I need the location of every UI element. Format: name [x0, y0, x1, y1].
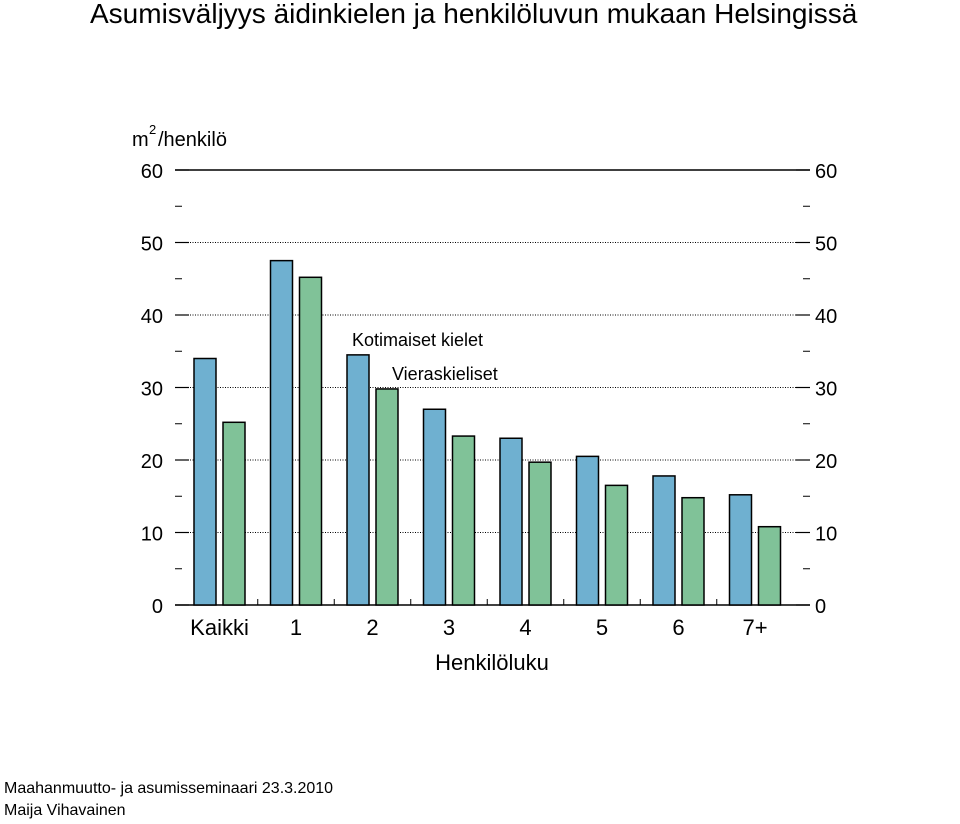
legend-vieraskieliset: Vieraskieliset: [392, 364, 498, 384]
footer-author: Maija Vihavainen: [4, 802, 126, 819]
bar-vieraskieliset-0: [222, 421, 246, 606]
y-tick-label-right: 50: [815, 234, 837, 256]
bar-kotimaiset-0: [193, 357, 217, 606]
bar-kotimaiset-7: [728, 494, 753, 606]
x-tick-label: 2: [366, 615, 378, 640]
y-axis-label-suffix: /henkilö: [158, 129, 227, 151]
x-tick-label: 4: [519, 615, 531, 640]
page-title: Asumisväljyys äidinkielen ja henkilöluvu…: [90, 0, 858, 29]
x-tick-label: 5: [596, 615, 608, 640]
bar-kotimaiset-4: [499, 437, 523, 606]
y-tick-label-left: 60: [141, 161, 163, 183]
y-tick-label-right: 60: [815, 161, 837, 183]
y-tick-label-right: 20: [815, 451, 837, 473]
chart-text: 0 0 10 10 20 20 30 30 40 40 50 50 60 60 Kaikki 1 2 3 4 5 6 7+…: [132, 122, 837, 675]
bar-vieraskieliset-6: [681, 496, 705, 606]
bar-kotimaiset-2: [346, 354, 370, 606]
bar-vieraskieliset-1: [298, 276, 323, 606]
y-tick-label-right: 10: [815, 524, 837, 546]
y-axis-label: m: [132, 129, 149, 151]
bar-kotimaiset-6: [652, 475, 676, 606]
bar-vieraskieliset-4: [528, 461, 552, 606]
bar-kotimaiset-5: [575, 455, 600, 606]
bar-kotimaiset-3: [422, 408, 447, 606]
footer-event: Maahanmuutto- ja asumisseminaari 23.3.20…: [4, 780, 334, 797]
y-tick-label-right: 40: [815, 306, 837, 328]
bar-vieraskieliset-5: [604, 484, 629, 606]
legend-kotimaiset-kielet: Kotimaiset kielet: [352, 330, 483, 350]
bar-vieraskieliset-7: [757, 525, 782, 606]
y-tick-label-left: 30: [141, 379, 163, 401]
x-axis-label: Henkilöluku: [435, 650, 549, 675]
x-tick-label: 1: [290, 615, 302, 640]
y-tick-label-left: 10: [141, 524, 163, 546]
x-tick-label: 7+: [742, 615, 767, 640]
bar-kotimaiset-1: [269, 259, 294, 606]
bar-chart: 0 0 10 10 20 20 30 30 40 40 50 50 60 60 Kaikki 1 2 3 4 5 6 7+…: [132, 122, 837, 675]
y-tick-label-left: 20: [141, 451, 163, 473]
bar-vieraskieliset-2: [375, 388, 399, 606]
x-tick-label: Kaikki: [190, 615, 249, 640]
y-tick-label-left: 50: [141, 234, 163, 256]
y-tick-label-left: 0: [152, 596, 163, 618]
x-tick-label: 3: [443, 615, 455, 640]
bar-vieraskieliset-3: [451, 435, 476, 606]
bars: [193, 259, 782, 606]
y-axis-label-superscript: 2: [149, 122, 156, 137]
y-tick-label-right: 0: [815, 596, 826, 618]
x-tick-label: 6: [672, 615, 684, 640]
y-tick-label-right: 30: [815, 379, 837, 401]
y-tick-label-left: 40: [141, 306, 163, 328]
